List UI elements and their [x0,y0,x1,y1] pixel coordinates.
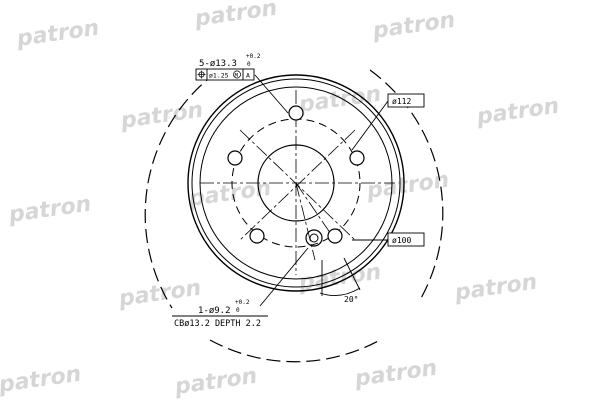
watermark-layer: patron patron patron patron patron patron patr… [0,0,561,400]
watermark-text: patron [118,98,204,134]
position-tol-value: ø1.25 [209,72,229,80]
bolt-hole-2 [349,150,365,166]
watermark-text: patron [474,94,560,130]
bolt-holes-label: 5-ø13.3 [199,59,237,69]
angle-arc [319,287,361,297]
datum-ref: A [246,72,250,80]
callout-center-hole: 1-ø9.2 +0.2 0 CBø13.2 DEPTH 2.2 [172,299,268,329]
watermark-text: patron [192,0,278,32]
center-hole-tol-upper: +0.2 [235,299,250,306]
counterbore-label: CBø13.2 DEPTH 2.2 [174,319,261,329]
watermark-text: patron [14,16,100,52]
bolt-hole-4 [249,228,265,244]
leader-lines [254,74,389,307]
leader-outer-dia [351,100,389,151]
watermark-text: patron [116,276,202,312]
watermark-text: patron [352,356,438,392]
center-hole [305,229,323,247]
hub-ring-2 [191,78,401,288]
bolt-holes [227,105,365,244]
callout-bolt-holes: 5-ø13.3 +0.2 0 [199,53,261,69]
watermark-text: patron [370,8,456,44]
mmc-modifier: M [235,73,239,79]
bolt-hole-5 [227,150,243,166]
bolt-hole-3 [327,228,343,244]
angle-label: 20° [344,295,358,304]
watermark-text: patron [172,364,258,400]
watermark-text: patron [0,362,83,398]
center-hole-tol-lower: 0 [236,307,240,314]
leader-center-hole [259,247,309,307]
leader-bolt-holes [254,74,289,114]
center-hole-label: 1-ø9.2 [198,306,231,316]
pcd-dia-label: ø100 [392,236,411,245]
watermark-text: patron [296,82,382,118]
mmc-symbol-icon [233,70,241,79]
callout-outer-dia: ø112 [387,93,425,108]
watermark-text: patron [6,192,92,228]
callout-pcd: ø100 [387,232,425,247]
watermark-text: patron [452,270,538,306]
hub-outer-ring [187,74,405,292]
bolt-hole-1 [288,105,304,121]
outer-dia-label: ø112 [392,97,411,106]
center-lines [200,90,395,275]
disc-outer-outline [144,69,444,363]
bolt-holes-tol-upper: +0.2 [246,53,261,60]
feature-control-frame: ø1.25 M A [195,68,255,81]
bolt-holes-tol-lower: 0 [247,61,251,68]
